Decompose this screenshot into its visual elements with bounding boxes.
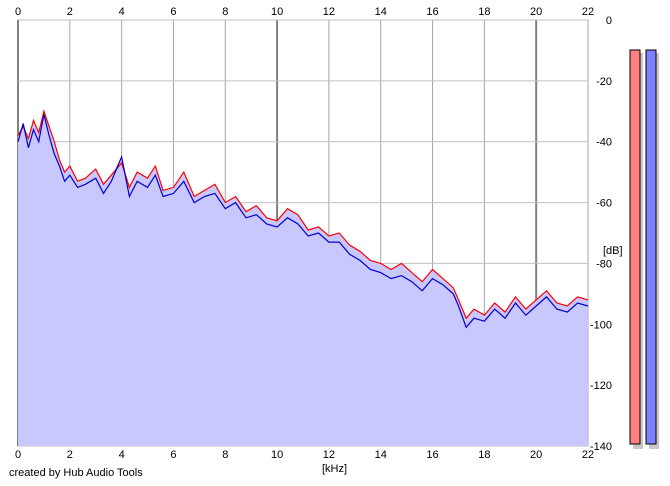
x-tick-label-bottom: 20 <box>530 449 542 461</box>
x-tick-label-top: 4 <box>119 6 125 18</box>
x-tick-labels-top: 0 2 4 6 8 10 12 14 16 18 20 22 <box>15 6 594 18</box>
y-tick-labels: 0 -20 -40 -60 -80 -100 -120 -140 <box>590 15 612 453</box>
x-tick-label-bottom: 0 <box>15 449 21 461</box>
y-tick-label: -20 <box>596 76 612 88</box>
x-axis-label: [kHz] <box>322 463 347 475</box>
x-tick-label-top: 14 <box>375 6 387 18</box>
x-tick-label-bottom: 18 <box>478 449 490 461</box>
x-tick-label-top: 18 <box>478 6 490 18</box>
series-line-2 <box>17 114 589 329</box>
y-axis-label: [dB] <box>603 245 623 257</box>
y-tick-label: -120 <box>590 380 612 392</box>
x-tick-label-bottom: 14 <box>375 449 387 461</box>
x-tick-label-top: 6 <box>170 6 176 18</box>
x-tick-label-bottom: 16 <box>426 449 438 461</box>
y-tick-label: -60 <box>596 198 612 210</box>
x-tick-label-top: 12 <box>323 6 335 18</box>
level-meters <box>629 49 659 449</box>
x-tick-label-bottom: 12 <box>323 449 335 461</box>
x-tick-label-top: 8 <box>222 6 228 18</box>
series-lines <box>17 109 589 329</box>
y-tick-label: 0 <box>606 15 612 27</box>
x-tick-label-bottom: 22 <box>582 449 594 461</box>
x-tick-label-top: 22 <box>582 6 594 18</box>
credit-text: created by Hub Audio Tools <box>9 467 143 479</box>
x-tick-label-bottom: 8 <box>222 449 228 461</box>
series-line-1 <box>17 109 589 320</box>
y-tick-label: -40 <box>596 137 612 149</box>
x-tick-label-bottom: 2 <box>67 449 73 461</box>
y-tick-label: -80 <box>596 258 612 270</box>
y-tick-label: -100 <box>590 319 612 331</box>
level-meter-2 <box>645 49 657 445</box>
x-tick-label-top: 2 <box>67 6 73 18</box>
x-tick-labels-bottom: 0 2 4 6 8 10 12 14 16 18 20 22 <box>15 449 594 461</box>
spectrum-fill <box>18 111 588 447</box>
x-tick-label-bottom: 4 <box>119 449 125 461</box>
spectrum-area <box>18 111 588 447</box>
x-tick-label-top: 20 <box>530 6 542 18</box>
x-tick-label-top: 16 <box>426 6 438 18</box>
x-tick-label-top: 10 <box>271 6 283 18</box>
x-tick-label-bottom: 10 <box>271 449 283 461</box>
x-tick-label-bottom: 6 <box>170 449 176 461</box>
level-meter-1 <box>629 49 641 445</box>
y-tick-label: -140 <box>590 441 612 453</box>
x-tick-label-top: 0 <box>15 6 21 18</box>
